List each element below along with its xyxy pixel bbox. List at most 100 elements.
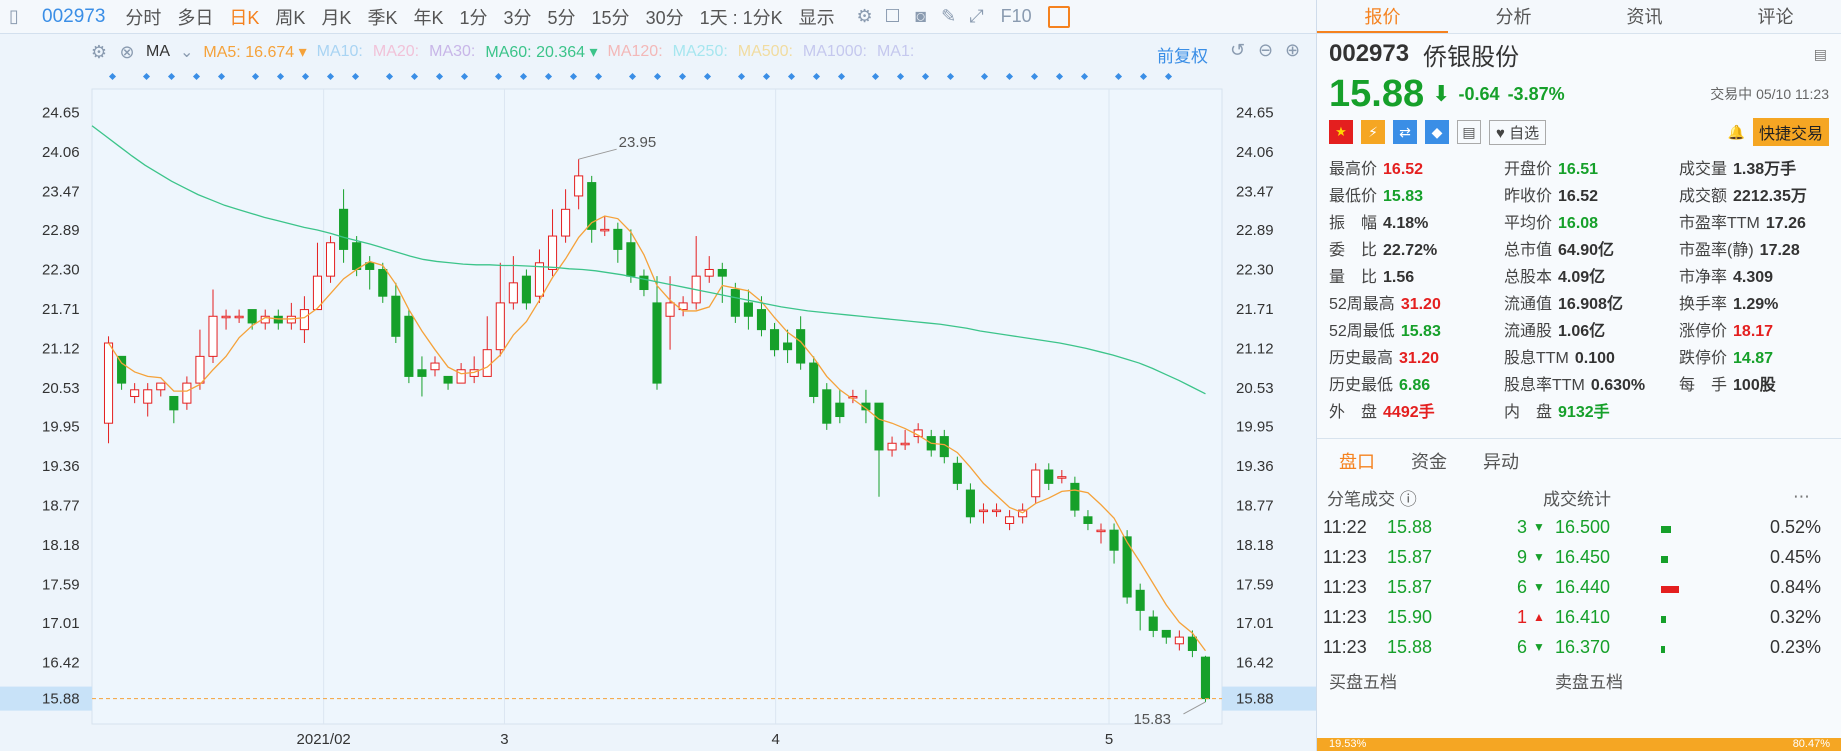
plot-area xyxy=(91,88,1223,725)
stat-label: 市净率 xyxy=(1679,269,1728,286)
signal-marker xyxy=(871,72,880,81)
period-tab[interactable]: 月K xyxy=(321,7,352,28)
chevron-down-icon[interactable]: ⌄ xyxy=(180,44,194,61)
ma5-legend[interactable]: MA5: 16.674 ▾ xyxy=(203,44,307,61)
tab-anomaly[interactable]: 异动 xyxy=(1483,451,1519,472)
tab-funds[interactable]: 资金 xyxy=(1411,451,1447,472)
square-icon[interactable]: ☐ xyxy=(884,6,901,26)
interval-select[interactable]: 1天 : 1分K xyxy=(699,7,783,28)
bell-icon[interactable]: 🔔 xyxy=(1727,123,1745,140)
stat-label: 开盘价 xyxy=(1504,161,1553,178)
zoom-out-icon[interactable]: ⊖ xyxy=(1258,40,1274,60)
sidebar-toggle-icon[interactable]: ▯ xyxy=(9,6,19,26)
tag-icon[interactable]: ◆ xyxy=(1425,120,1449,144)
candle-body xyxy=(443,375,453,384)
stat-value: 22.72% xyxy=(1383,242,1438,259)
ma20-legend[interactable]: MA20: xyxy=(372,43,420,60)
y-tick-label-left: 18.77 xyxy=(42,497,80,514)
high-annotation: 23.95 xyxy=(619,134,657,151)
ma1000-legend[interactable]: MA1000: xyxy=(802,43,867,60)
stat-label: 量 比 xyxy=(1329,269,1378,286)
current-price-tag-right xyxy=(1222,686,1316,711)
stat-label: 换手率 xyxy=(1679,296,1728,313)
signal-marker xyxy=(921,72,930,81)
panel-menu-icon[interactable]: ▤ xyxy=(1813,45,1827,62)
quote-stat: 市盈率(静) 17.28 xyxy=(1679,237,1841,264)
period-tab[interactable]: 周K xyxy=(275,7,306,28)
display-menu[interactable]: 显示 xyxy=(798,7,835,28)
candle-body xyxy=(325,242,336,277)
more-icon[interactable]: ⋯ xyxy=(1793,487,1810,506)
ma60-legend[interactable]: MA60: 20.364 ▾ xyxy=(485,44,598,61)
stat-label: 最低价 xyxy=(1329,188,1378,205)
stock-code: 002973 xyxy=(1329,40,1410,67)
stat-price: 16.410 xyxy=(1555,606,1611,627)
quote-stat: 内 盘 9132手 xyxy=(1504,399,1679,426)
watchlist-button[interactable]: ♥ 自选 xyxy=(1489,119,1547,145)
period-tab[interactable]: 1分 xyxy=(459,7,488,28)
period-tab[interactable]: 30分 xyxy=(645,7,684,28)
compare-icon[interactable]: ⇄ xyxy=(1393,120,1417,144)
period-tab[interactable]: 3分 xyxy=(503,7,532,28)
flag-icon[interactable]: ★ xyxy=(1329,120,1353,144)
tab-news[interactable]: 资讯 xyxy=(1626,7,1663,27)
stat-value: 1.56 xyxy=(1383,269,1415,286)
f10-button[interactable]: F10 xyxy=(1000,6,1032,26)
tab-quote[interactable]: 报价 xyxy=(1317,0,1448,33)
settings-icon[interactable]: ⚙ xyxy=(856,6,873,26)
ma250-legend[interactable]: MA250: xyxy=(672,43,728,60)
ma30-legend[interactable]: MA30: xyxy=(429,43,476,60)
pen-icon[interactable]: ✎ xyxy=(941,6,957,26)
tab-comments[interactable]: 评论 xyxy=(1757,7,1794,27)
stat-label: 最高价 xyxy=(1329,161,1378,178)
quote-stat: 总股本 4.09亿 xyxy=(1504,264,1679,291)
period-tab[interactable]: 多日 xyxy=(177,7,214,28)
camera-icon[interactable]: ◙ xyxy=(915,6,927,26)
note-icon[interactable]: ▤ xyxy=(1457,120,1481,144)
y-tick-label-right: 18.18 xyxy=(1236,537,1274,554)
candle-body xyxy=(626,242,636,277)
signal-marker xyxy=(435,72,444,81)
stat-value: 0.630% xyxy=(1590,377,1646,394)
layout-icon[interactable] xyxy=(1047,5,1070,28)
period-tab[interactable]: 分时 xyxy=(125,7,162,28)
period-tab[interactable]: 5分 xyxy=(547,7,576,28)
tick-volume: 6 xyxy=(1516,576,1527,597)
period-tab[interactable]: 季K xyxy=(367,7,398,28)
candle-body xyxy=(1109,529,1119,551)
y-tick-label-left: 17.01 xyxy=(42,615,80,632)
stat-label: 涨停价 xyxy=(1679,323,1728,340)
candle-body xyxy=(130,389,140,397)
tab-analysis[interactable]: 分析 xyxy=(1495,7,1532,27)
candle-body xyxy=(991,509,1002,513)
signal-marker xyxy=(569,72,578,81)
ma1-legend[interactable]: MA1: xyxy=(876,43,915,60)
ma10-legend[interactable]: MA10: xyxy=(316,43,363,60)
ma500-legend[interactable]: MA500: xyxy=(737,43,793,60)
period-tab[interactable]: 年K xyxy=(413,7,444,28)
adjust-toggle[interactable]: 前复权 xyxy=(1157,47,1208,66)
stat-pct: 0.52% xyxy=(1769,516,1821,537)
fullscreen-icon[interactable]: ⤢ xyxy=(969,6,984,26)
stat-value: 4.309 xyxy=(1733,269,1774,286)
signal-marker xyxy=(276,72,285,81)
tab-order-book[interactable]: 盘口 xyxy=(1339,451,1375,472)
undo-icon[interactable]: ↺ xyxy=(1230,40,1246,60)
period-tab[interactable]: 日K xyxy=(229,7,260,28)
signal-marker xyxy=(812,72,821,81)
zoom-in-icon[interactable]: ⊕ xyxy=(1285,40,1301,60)
stat-bar xyxy=(1661,615,1666,623)
period-tab[interactable]: 15分 xyxy=(591,7,630,28)
close-circle-icon[interactable]: ⊗ xyxy=(119,41,135,62)
candle-body xyxy=(1135,589,1145,611)
ma-selector[interactable]: MA xyxy=(146,43,170,60)
lightning-icon[interactable]: ⚡ xyxy=(1361,120,1385,144)
order-tabs: 盘口 资金 异动 xyxy=(1317,438,1841,482)
quote-panel: 报价 分析 资讯 评论 002973 侨银股份 ▤ 15.88 ⬇ -0.64 … xyxy=(1316,0,1841,751)
low-annotation: 15.83 xyxy=(1133,711,1171,728)
indicator-settings-icon[interactable]: ⚙ xyxy=(90,41,108,62)
quick-trade-button[interactable]: 快捷交易 xyxy=(1752,118,1829,146)
ma120-legend[interactable]: MA120: xyxy=(607,43,663,60)
signal-marker xyxy=(762,72,771,81)
kline-chart-area[interactable]: ⚙ ⊗ MA ⌄ MA5: 16.674 ▾ MA10: MA20: MA30:… xyxy=(0,34,1316,751)
